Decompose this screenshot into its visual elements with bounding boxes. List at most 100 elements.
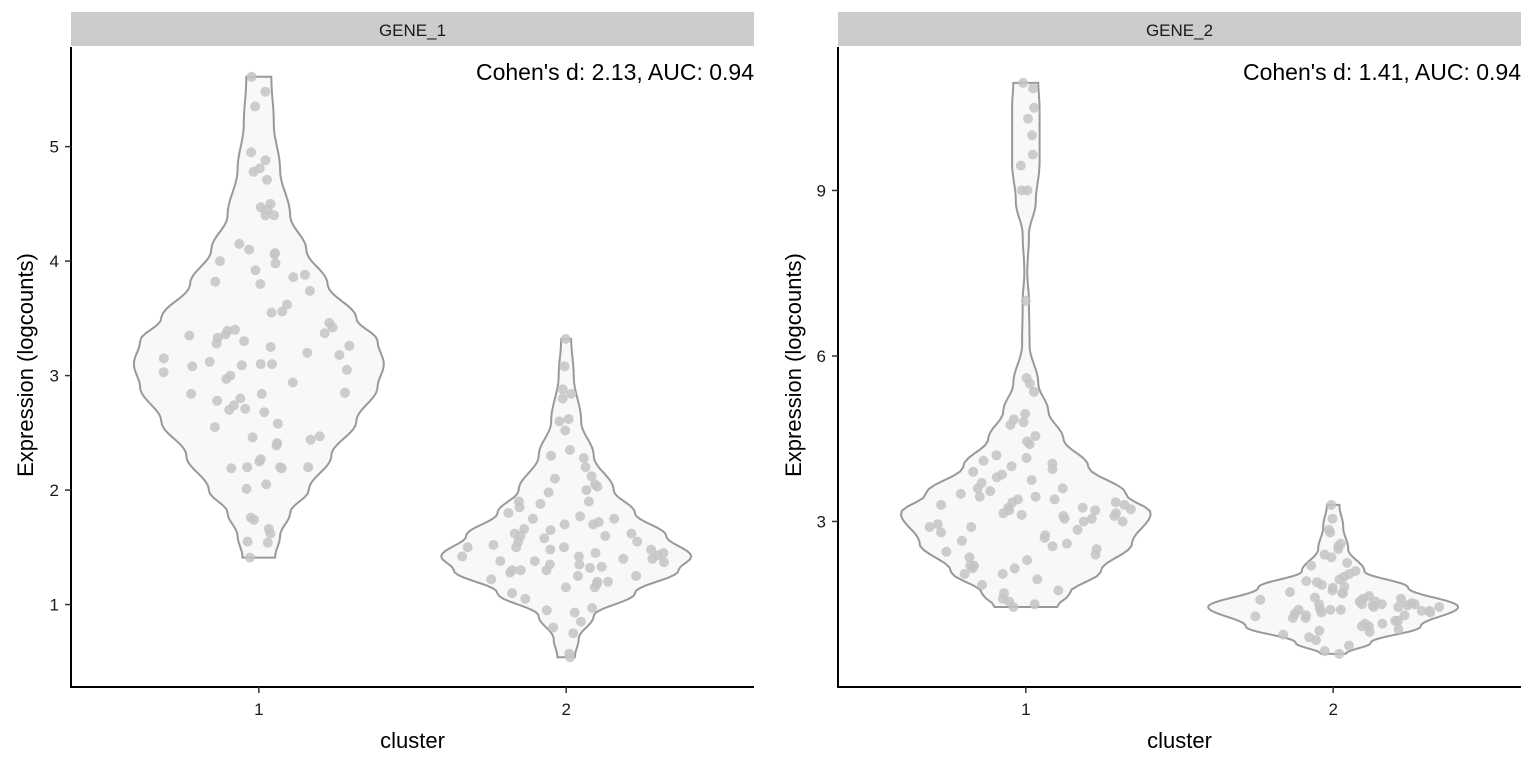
data-point — [560, 582, 571, 593]
data-point — [255, 359, 266, 370]
data-point — [269, 249, 280, 260]
data-point — [991, 450, 1002, 461]
data-point — [1015, 160, 1026, 171]
data-point — [1040, 530, 1051, 541]
data-point — [573, 551, 584, 562]
x-tick-label: 2 — [561, 700, 570, 719]
data-point — [1344, 640, 1354, 651]
data-point — [560, 425, 571, 436]
data-point — [314, 431, 325, 442]
data-point — [514, 502, 525, 513]
data-point — [574, 559, 585, 570]
data-point — [1319, 646, 1330, 657]
data-point — [1008, 602, 1019, 612]
data-point — [964, 552, 975, 563]
facet-strip — [838, 12, 1521, 46]
data-point — [488, 540, 499, 550]
data-point — [539, 533, 550, 544]
data-point — [1005, 419, 1016, 430]
data-point — [541, 565, 552, 576]
data-point — [334, 350, 345, 360]
data-point — [1289, 608, 1300, 619]
data-point — [265, 528, 276, 539]
data-point — [588, 519, 599, 530]
data-point — [647, 553, 658, 564]
data-point — [256, 388, 267, 399]
data-point — [1406, 598, 1417, 609]
data-point — [549, 473, 560, 484]
data-point — [246, 71, 257, 82]
data-point — [515, 565, 526, 576]
facet-title: GENE_2 — [1146, 21, 1213, 40]
data-point — [244, 244, 255, 255]
data-point — [568, 628, 579, 639]
data-point — [972, 483, 983, 494]
data-point — [187, 361, 198, 372]
data-point — [977, 579, 988, 590]
data-point — [235, 393, 246, 404]
panel-1: GENE_1 1 2 3 4 5 1 2 cluster Expression (logcount… — [13, 12, 754, 753]
y-tick-label: 2 — [50, 481, 59, 500]
data-point — [1047, 541, 1058, 552]
data-point — [548, 622, 559, 633]
data-point — [1425, 607, 1436, 618]
data-point — [277, 306, 288, 317]
data-point — [941, 546, 952, 557]
data-point — [936, 527, 947, 538]
violin-cluster-1 — [899, 81, 1152, 608]
data-point — [1020, 408, 1031, 419]
data-point — [1030, 491, 1041, 502]
data-point — [1024, 439, 1035, 450]
data-point — [1016, 185, 1027, 196]
data-point — [215, 256, 225, 267]
data-point — [554, 416, 565, 427]
data-point — [1057, 483, 1068, 494]
data-point — [507, 588, 518, 599]
data-point — [1016, 509, 1027, 520]
data-point — [486, 574, 497, 585]
data-point — [659, 557, 669, 568]
data-point — [566, 388, 577, 399]
data-point — [1028, 386, 1039, 397]
data-point — [1300, 613, 1311, 623]
data-point — [590, 548, 601, 558]
data-point — [520, 593, 531, 604]
y-tick-label: 9 — [817, 181, 826, 200]
data-point — [596, 561, 607, 572]
data-point — [545, 544, 556, 555]
data-point — [563, 414, 574, 425]
data-point — [578, 453, 589, 463]
data-point — [1334, 574, 1345, 585]
data-point — [254, 456, 265, 467]
data-point — [1021, 453, 1032, 463]
x-tick-label: 2 — [1328, 700, 1337, 719]
data-point — [956, 535, 967, 546]
data-point — [997, 568, 1008, 579]
data-point — [495, 556, 506, 567]
data-point — [575, 616, 586, 627]
data-point — [1077, 502, 1088, 513]
data-point — [224, 404, 235, 415]
data-point — [341, 364, 352, 375]
data-point — [236, 360, 247, 371]
data-point — [1278, 629, 1289, 640]
data-point — [303, 462, 314, 473]
data-point — [1306, 560, 1317, 571]
y-axis-title: Expression (logcounts) — [13, 253, 38, 477]
data-point — [541, 605, 552, 616]
data-point — [1285, 587, 1295, 598]
data-point — [250, 265, 261, 276]
data-point — [234, 238, 245, 249]
y-tick-label: 3 — [50, 367, 59, 386]
data-point — [1364, 626, 1375, 637]
data-point — [557, 384, 568, 395]
data-point — [1072, 524, 1083, 535]
data-point — [1006, 461, 1017, 472]
data-point — [626, 528, 637, 539]
facet-strip — [71, 12, 754, 46]
data-point — [586, 471, 597, 482]
data-point — [319, 328, 330, 339]
data-point — [242, 536, 253, 547]
data-point — [603, 576, 613, 587]
